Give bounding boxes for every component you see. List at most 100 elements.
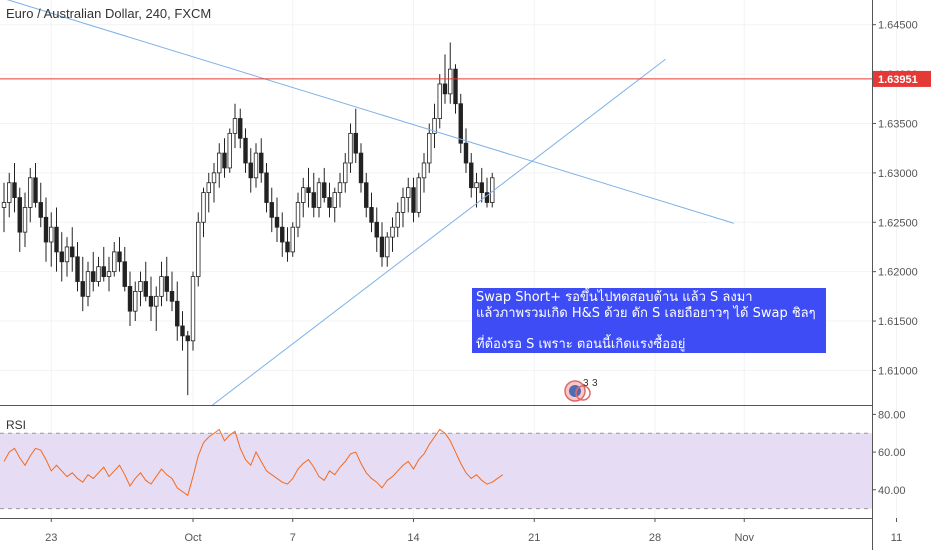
candle-body bbox=[22, 207, 28, 233]
candle-body bbox=[17, 197, 22, 233]
candle-body bbox=[222, 152, 227, 169]
annotation-line-3 bbox=[476, 321, 822, 337]
candles-group bbox=[1, 42, 495, 396]
candle-body bbox=[458, 103, 463, 144]
candle-body bbox=[474, 182, 479, 189]
trendline-support bbox=[211, 58, 666, 405]
candle-body bbox=[138, 281, 143, 292]
time-tick-label: 7 bbox=[290, 532, 296, 544]
candle-body bbox=[390, 226, 395, 238]
candle-body bbox=[248, 162, 253, 179]
candle-body bbox=[332, 192, 337, 208]
candle-body bbox=[453, 68, 458, 105]
candle-body bbox=[479, 182, 484, 194]
candle-body bbox=[201, 192, 206, 223]
event-count-1: 3 bbox=[583, 378, 589, 389]
time-tick-label: Oct bbox=[184, 532, 201, 544]
annotation-line-4: ที่ต้องรอ S เพราะ ตอนนี้เกิดแรงซื้ออยู่ bbox=[476, 336, 686, 352]
time-tick-label: 23 bbox=[45, 532, 57, 544]
time-tick-label: 11 bbox=[891, 532, 902, 544]
candle-body bbox=[175, 300, 180, 327]
candle-body bbox=[154, 295, 159, 307]
candle-body bbox=[75, 256, 80, 282]
candle-body bbox=[306, 187, 311, 194]
candle-body bbox=[463, 142, 469, 164]
event-count-2: 3 bbox=[592, 378, 598, 389]
candle-body bbox=[327, 197, 332, 208]
candle-body bbox=[427, 132, 432, 164]
candle-body bbox=[85, 271, 91, 297]
event-flag-icon-2 bbox=[575, 385, 591, 401]
chart-title: Euro / Australian Dollar, 240, FXCM bbox=[6, 6, 212, 21]
candle-body bbox=[122, 261, 127, 287]
candle-body bbox=[385, 236, 390, 258]
candle-body bbox=[243, 137, 248, 164]
candle-body bbox=[49, 226, 54, 243]
candle-body bbox=[253, 152, 259, 179]
candle-body bbox=[64, 246, 70, 263]
annotation-box[interactable]: Swap Short+ รอขึ้นไปทดสอบต้าน แล้ว S ลงม… bbox=[472, 288, 826, 353]
candle-body bbox=[101, 266, 106, 277]
candle-body bbox=[238, 118, 243, 139]
trendline-resistance bbox=[6, 0, 734, 224]
price-tag-label: 1.63951 bbox=[878, 74, 918, 86]
candle-body bbox=[379, 236, 385, 258]
candle-body bbox=[316, 182, 322, 208]
candle-body bbox=[190, 276, 196, 342]
candle-body bbox=[280, 226, 285, 243]
candle-body bbox=[80, 281, 85, 297]
candle-body bbox=[290, 226, 295, 253]
candle-body bbox=[322, 182, 327, 198]
candle-body bbox=[311, 192, 316, 208]
price-tick-label: 1.61000 bbox=[878, 365, 918, 377]
time-tick-label: 21 bbox=[528, 532, 540, 544]
candle-body bbox=[259, 152, 264, 174]
price-tick-label: 1.63500 bbox=[878, 118, 918, 130]
time-tick-label: Nov bbox=[734, 532, 754, 544]
candle-body bbox=[269, 202, 274, 218]
candle-body bbox=[364, 182, 369, 208]
price-tick-label: 1.62500 bbox=[878, 217, 918, 229]
candle-body bbox=[395, 211, 400, 228]
annotation-line-1: Swap Short+ รอขึ้นไปทดสอบต้าน แล้ว S ลงม… bbox=[476, 290, 753, 305]
rsi-tick-label: 80.00 bbox=[878, 409, 906, 421]
candle-body bbox=[106, 271, 112, 277]
candle-body bbox=[159, 276, 164, 297]
candle-body bbox=[348, 132, 353, 164]
candle-body bbox=[374, 221, 379, 238]
time-tick-label: 28 bbox=[649, 532, 661, 544]
candle-body bbox=[432, 118, 437, 134]
rsi-band bbox=[0, 433, 872, 509]
candle-body bbox=[369, 207, 374, 223]
candle-body bbox=[164, 276, 169, 292]
rsi-label: RSI bbox=[6, 418, 27, 432]
candle-body bbox=[469, 162, 474, 189]
candle-body bbox=[421, 162, 427, 179]
candle-body bbox=[91, 271, 96, 282]
candle-body bbox=[211, 172, 217, 184]
rsi-tick-label: 60.00 bbox=[878, 447, 906, 459]
candle-body bbox=[206, 182, 211, 194]
candle-body bbox=[59, 251, 64, 263]
candle-body bbox=[411, 187, 416, 213]
candle-body bbox=[143, 281, 148, 297]
candle-body bbox=[274, 216, 280, 228]
candle-body bbox=[148, 295, 154, 307]
candle-body bbox=[264, 172, 269, 203]
candle-body bbox=[43, 216, 49, 243]
candle-body bbox=[227, 132, 232, 169]
candle-body bbox=[96, 266, 101, 282]
price-tick-label: 1.64500 bbox=[878, 20, 918, 32]
candle-body bbox=[196, 221, 201, 277]
candle-body bbox=[217, 152, 222, 174]
candle-body bbox=[7, 182, 12, 203]
candle-body bbox=[133, 291, 138, 312]
price-tick-label: 1.61500 bbox=[878, 316, 918, 328]
candle-body bbox=[416, 177, 421, 213]
price-tag-bg bbox=[873, 70, 931, 87]
candle-body bbox=[337, 182, 343, 194]
price-tick-label: 1.62000 bbox=[878, 267, 918, 279]
candle-body bbox=[232, 118, 238, 134]
